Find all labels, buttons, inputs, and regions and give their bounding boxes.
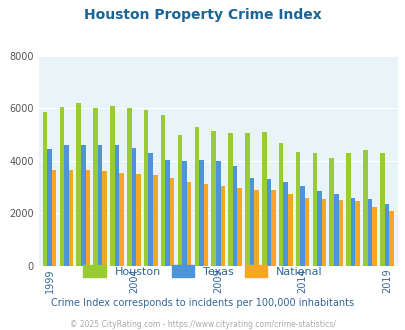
Bar (228, 133, 232, 266)
Bar (68, 170, 73, 266)
Bar (47, 149, 52, 266)
Bar (169, 178, 174, 266)
Text: Crime Index corresponds to incidents per 100,000 inhabitants: Crime Index corresponds to incidents per… (51, 298, 354, 308)
Bar (110, 106, 115, 266)
Legend: Houston, Texas, National: Houston, Texas, National (83, 265, 322, 277)
Bar (249, 178, 254, 266)
Bar (115, 145, 119, 266)
Bar (388, 211, 393, 266)
Bar (316, 191, 321, 266)
Bar (143, 110, 148, 266)
Bar (177, 135, 182, 266)
Bar (355, 202, 359, 266)
Bar (60, 107, 64, 266)
Bar (333, 194, 338, 266)
Bar (304, 198, 309, 266)
Bar (283, 182, 287, 266)
Bar (81, 145, 85, 266)
Bar (232, 166, 237, 266)
Bar (362, 150, 367, 266)
Bar (148, 153, 153, 266)
Bar (329, 158, 333, 266)
Bar (254, 190, 258, 266)
Bar (245, 133, 249, 266)
Bar (321, 199, 326, 266)
Bar (271, 190, 275, 266)
Bar (119, 173, 124, 266)
Bar (220, 186, 224, 266)
Bar (211, 131, 215, 266)
Bar (194, 127, 198, 266)
Bar (367, 199, 371, 266)
Bar (93, 109, 98, 266)
Bar (64, 145, 68, 266)
Bar (371, 207, 376, 266)
Bar (384, 204, 388, 266)
Bar (136, 174, 141, 266)
Bar (266, 179, 271, 266)
Bar (186, 182, 191, 266)
Bar (312, 153, 316, 266)
Bar (278, 143, 283, 266)
Bar (198, 160, 203, 266)
Bar (85, 170, 90, 266)
Bar (237, 188, 241, 266)
Bar (182, 161, 186, 266)
Bar (287, 194, 292, 266)
Bar (160, 115, 165, 266)
Bar (295, 152, 300, 266)
Bar (338, 200, 342, 266)
Bar (379, 153, 384, 266)
Bar (43, 113, 47, 266)
Bar (300, 186, 304, 266)
Bar (76, 103, 81, 266)
Text: © 2025 CityRating.com - https://www.cityrating.com/crime-statistics/: © 2025 CityRating.com - https://www.city… (70, 320, 335, 329)
Bar (52, 170, 56, 266)
Text: Houston Property Crime Index: Houston Property Crime Index (84, 8, 321, 22)
Bar (127, 109, 131, 266)
Bar (102, 171, 107, 266)
Bar (345, 153, 350, 266)
Bar (153, 175, 157, 266)
Bar (261, 132, 266, 266)
Bar (165, 160, 169, 266)
Bar (98, 145, 102, 266)
Bar (131, 148, 136, 266)
Bar (215, 161, 220, 266)
Bar (203, 184, 208, 266)
Bar (350, 198, 355, 266)
